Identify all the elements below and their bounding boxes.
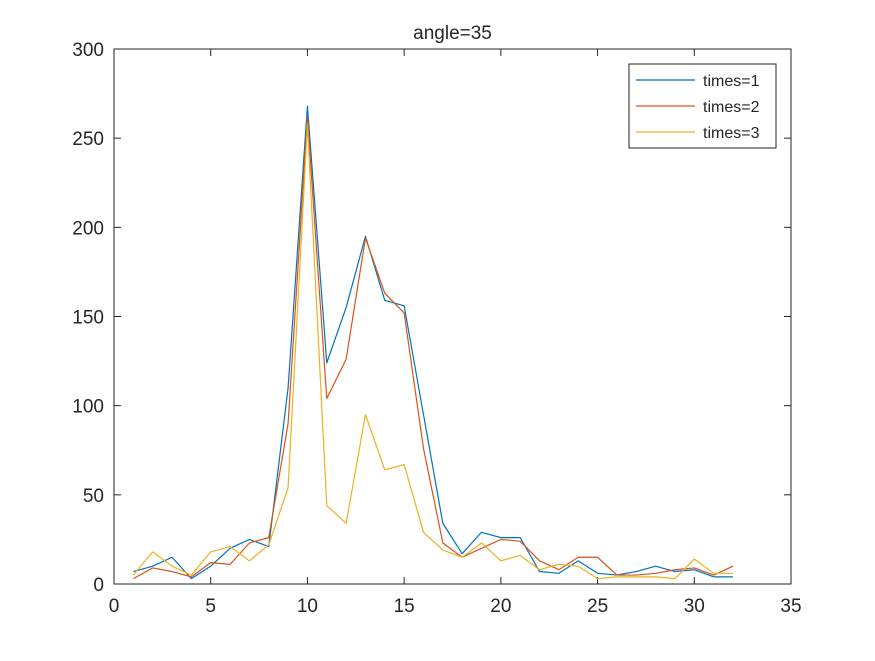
x-tick-label: 30 (684, 596, 705, 617)
chart-title: angle=35 (413, 23, 492, 44)
legend-label: times=3 (703, 125, 760, 142)
tick-labels: 0 5 10 15 20 25 30 35 0 50 100 150 200 250 300 (72, 40, 801, 617)
x-tick-label: 35 (780, 596, 801, 617)
y-tick-label: 200 (72, 218, 104, 239)
legend-label: times=1 (703, 73, 760, 90)
legend: times=1 times=2 times=3 (628, 63, 777, 149)
y-tick-label: 250 (72, 129, 104, 150)
series-line-times-3 (132, 123, 733, 580)
y-tick-label: 100 (72, 397, 104, 418)
y-tick-label: 0 (93, 575, 104, 596)
legend-label: times=2 (703, 99, 760, 116)
x-tick-label: 5 (205, 596, 216, 617)
y-tick-label: 150 (72, 308, 104, 329)
series-line-times-2 (133, 116, 734, 580)
series-line-times-1 (133, 105, 733, 580)
x-tick-label: 25 (587, 596, 608, 617)
x-tick-label: 0 (109, 596, 120, 617)
x-tick-label: 20 (490, 596, 511, 617)
x-tick-label: 15 (394, 596, 415, 617)
y-tick-label: 50 (83, 486, 104, 507)
axes-box (113, 48, 792, 585)
x-tick-label: 10 (297, 596, 318, 617)
y-tick-label: 300 (72, 40, 104, 61)
series-lines (132, 105, 734, 580)
